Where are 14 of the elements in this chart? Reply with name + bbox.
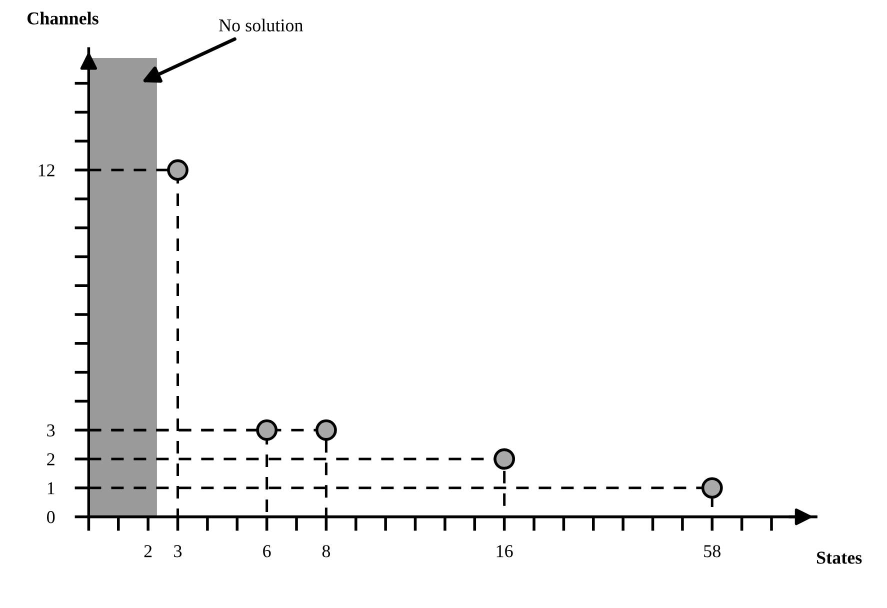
y-tick-label: 3 — [47, 424, 55, 437]
x-axis-title: States — [817, 552, 862, 564]
x-tick-label: 6 — [263, 545, 271, 558]
y-tick-label: 2 — [47, 453, 54, 466]
y-tick-label: 0 — [47, 511, 55, 524]
x-tick-label: 8 — [322, 545, 330, 558]
x-tick-label: 58 — [704, 545, 720, 558]
x-tick-label: 16 — [496, 545, 513, 558]
y-tick-label: 1 — [48, 482, 54, 494]
x-tick-label: 2 — [144, 545, 152, 558]
text: No solution — [219, 18, 303, 32]
y-tick-label: 12 — [38, 164, 54, 176]
x-tick-label: 3 — [174, 545, 182, 558]
y-axis-title: Channels — [27, 12, 98, 24]
